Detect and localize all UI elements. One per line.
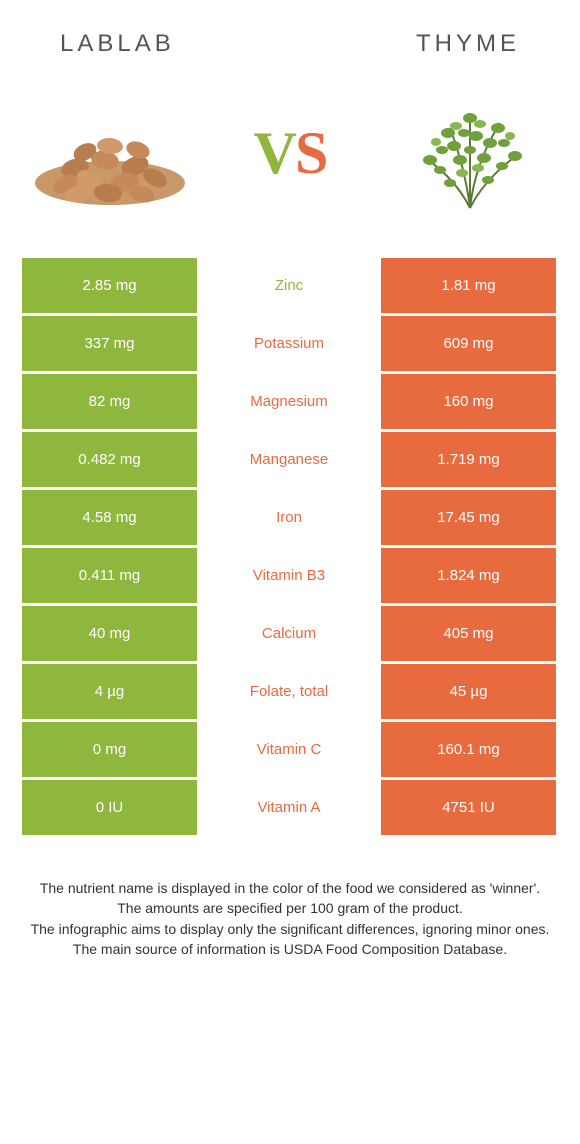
comparison-table: 2.85 mgZinc1.81 mg337 mgPotassium609 mg8… — [22, 258, 558, 838]
left-value-cell: 40 mg — [22, 606, 200, 661]
header-row: LABLAB THYME — [0, 0, 580, 78]
table-row: 0 mgVitamin C160.1 mg — [22, 722, 558, 780]
nutrient-label-cell: Zinc — [200, 258, 378, 313]
left-value-cell: 0 mg — [22, 722, 200, 777]
table-row: 4.58 mgIron17.45 mg — [22, 490, 558, 548]
nutrient-label-cell: Magnesium — [200, 374, 378, 429]
left-value-cell: 337 mg — [22, 316, 200, 371]
table-row: 0.482 mgManganese1.719 mg — [22, 432, 558, 490]
vs-row: VS — [0, 78, 580, 248]
table-row: 337 mgPotassium609 mg — [22, 316, 558, 374]
left-value-cell: 0 IU — [22, 780, 200, 835]
vs-v-letter: V — [254, 119, 295, 188]
right-value-cell: 1.719 mg — [378, 432, 556, 487]
right-value-cell: 160 mg — [378, 374, 556, 429]
lablab-illustration — [30, 98, 190, 208]
thyme-illustration — [390, 88, 550, 218]
nutrient-label-cell: Potassium — [200, 316, 378, 371]
vs-s-letter: S — [295, 119, 326, 188]
nutrient-label-cell: Calcium — [200, 606, 378, 661]
vs-label: VS — [254, 119, 327, 188]
left-value-cell: 4 µg — [22, 664, 200, 719]
right-value-cell: 609 mg — [378, 316, 556, 371]
nutrient-label-cell: Vitamin B3 — [200, 548, 378, 603]
right-value-cell: 1.824 mg — [378, 548, 556, 603]
footer-line: The main source of information is USDA F… — [22, 939, 558, 959]
footer-line: The nutrient name is displayed in the co… — [22, 878, 558, 898]
left-value-cell: 2.85 mg — [22, 258, 200, 313]
table-row: 82 mgMagnesium160 mg — [22, 374, 558, 432]
right-value-cell: 405 mg — [378, 606, 556, 661]
right-value-cell: 160.1 mg — [378, 722, 556, 777]
left-value-cell: 4.58 mg — [22, 490, 200, 545]
table-row: 0 IUVitamin A4751 IU — [22, 780, 558, 838]
nutrient-label-cell: Manganese — [200, 432, 378, 487]
table-row: 2.85 mgZinc1.81 mg — [22, 258, 558, 316]
left-value-cell: 0.482 mg — [22, 432, 200, 487]
left-food-title: LABLAB — [60, 30, 175, 58]
left-value-cell: 0.411 mg — [22, 548, 200, 603]
left-value-cell: 82 mg — [22, 374, 200, 429]
footer-line: The infographic aims to display only the… — [22, 919, 558, 939]
right-value-cell: 17.45 mg — [378, 490, 556, 545]
nutrient-label-cell: Vitamin C — [200, 722, 378, 777]
right-value-cell: 1.81 mg — [378, 258, 556, 313]
right-value-cell: 4751 IU — [378, 780, 556, 835]
table-row: 0.411 mgVitamin B31.824 mg — [22, 548, 558, 606]
nutrient-label-cell: Iron — [200, 490, 378, 545]
table-row: 40 mgCalcium405 mg — [22, 606, 558, 664]
footer-notes: The nutrient name is displayed in the co… — [22, 878, 558, 959]
table-row: 4 µgFolate, total45 µg — [22, 664, 558, 722]
footer-line: The amounts are specified per 100 gram o… — [22, 898, 558, 918]
nutrient-label-cell: Folate, total — [200, 664, 378, 719]
right-value-cell: 45 µg — [378, 664, 556, 719]
right-food-title: THYME — [416, 30, 520, 58]
nutrient-label-cell: Vitamin A — [200, 780, 378, 835]
